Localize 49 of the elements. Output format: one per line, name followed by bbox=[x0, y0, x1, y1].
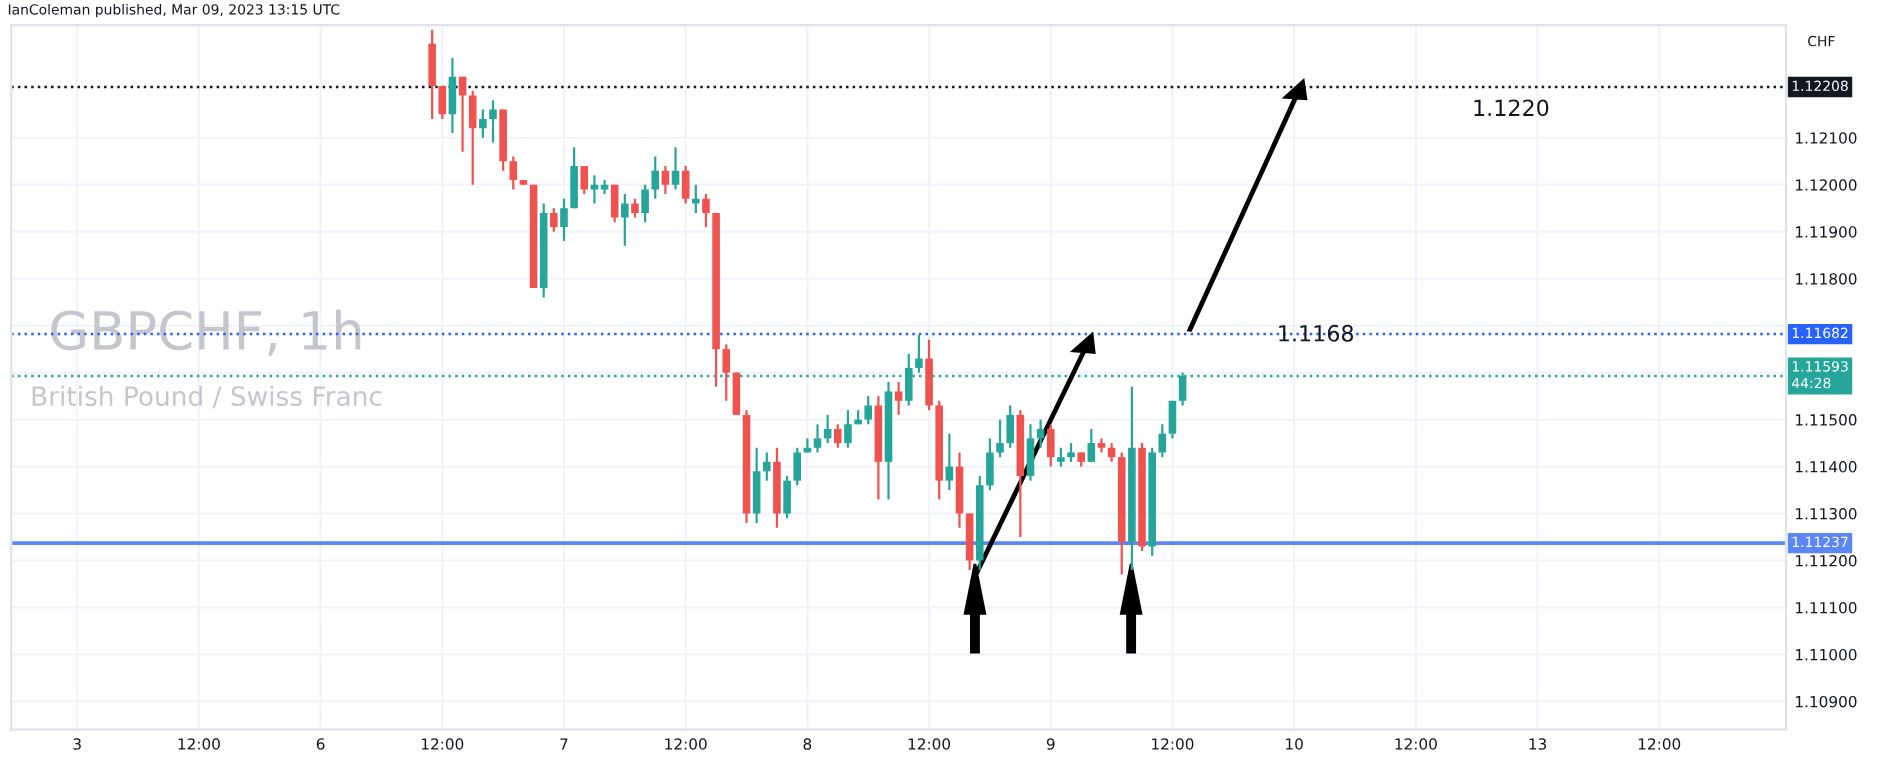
candlestick bbox=[813, 423, 822, 454]
candlestick bbox=[692, 183, 700, 215]
candlestick bbox=[1087, 427, 1096, 463]
candlestick bbox=[996, 418, 1004, 459]
candlestick bbox=[1006, 404, 1014, 449]
candlestick bbox=[1168, 399, 1177, 440]
candlestick bbox=[428, 28, 436, 121]
candlestick bbox=[479, 108, 487, 139]
candlestick bbox=[448, 56, 457, 135]
candlestick bbox=[965, 512, 974, 572]
candlestick bbox=[560, 197, 568, 243]
candlestick bbox=[550, 207, 558, 233]
candlestick bbox=[509, 155, 518, 191]
candlestick bbox=[945, 432, 954, 492]
candlestick bbox=[844, 409, 852, 449]
candlestick bbox=[894, 380, 903, 416]
candlestick bbox=[722, 343, 731, 402]
candlestick bbox=[661, 164, 670, 196]
annotation: 1.1220 bbox=[1474, 99, 1549, 117]
candlestick bbox=[570, 146, 578, 210]
text: GBPCHF, 1h bbox=[51, 309, 361, 356]
candlestick bbox=[610, 183, 619, 224]
candlestick bbox=[621, 193, 629, 247]
candlestick bbox=[671, 146, 680, 191]
candlestick bbox=[732, 371, 741, 416]
candlestick bbox=[1026, 423, 1035, 482]
candlestick bbox=[631, 197, 639, 219]
candlestick bbox=[752, 446, 761, 525]
candlestick bbox=[1057, 446, 1065, 468]
candlestick bbox=[468, 89, 477, 186]
candlestick bbox=[580, 164, 589, 196]
candlestick bbox=[438, 84, 447, 121]
candlestick bbox=[833, 423, 842, 449]
candlestick bbox=[955, 451, 964, 529]
candlestick bbox=[864, 394, 873, 426]
candlestick bbox=[681, 164, 690, 205]
candlestick bbox=[1067, 441, 1075, 463]
candlestick bbox=[651, 155, 660, 200]
candlestick bbox=[702, 193, 710, 229]
candlestick bbox=[641, 183, 649, 224]
candlestick bbox=[783, 474, 791, 520]
candlestick bbox=[793, 446, 802, 487]
candlestick bbox=[925, 338, 933, 412]
text: British Pound / Swiss Franc bbox=[32, 385, 382, 409]
candlestick bbox=[763, 451, 771, 482]
candlestick bbox=[986, 437, 994, 492]
annotation: 1.1168 bbox=[1279, 324, 1354, 342]
candlestick bbox=[489, 99, 497, 144]
candlestick bbox=[1046, 423, 1055, 468]
